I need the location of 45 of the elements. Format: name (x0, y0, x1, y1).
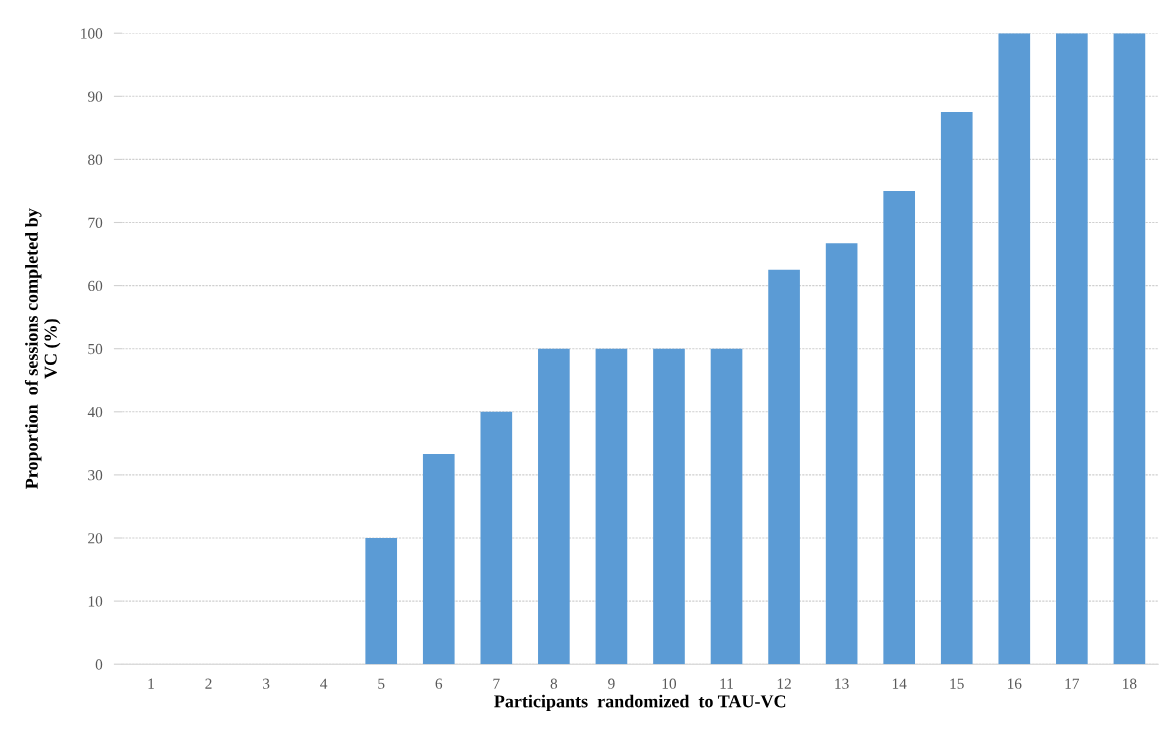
y-tick-label: 90 (87, 91, 103, 102)
x-tick-label: 16 (1008, 678, 1022, 689)
x-tick-label: 18 (1123, 678, 1137, 689)
bar (480, 411, 513, 665)
bar (998, 33, 1031, 665)
x-tick-label: 9 (608, 678, 615, 689)
y-tick-label: 10 (88, 596, 103, 607)
bar (422, 454, 455, 665)
bar (653, 348, 685, 665)
bar (710, 348, 743, 665)
bar (365, 538, 398, 665)
bar (825, 243, 858, 665)
x-axis-title: Participants randomized to TAU-VC (494, 694, 786, 712)
y-tick-label: 100 (81, 28, 103, 39)
y-tick-label: 40 (87, 406, 103, 418)
y-tick-label: 0 (95, 659, 103, 670)
y-tick-label: 30 (88, 470, 103, 481)
bar (883, 190, 916, 665)
x-tick-label: 3 (263, 678, 270, 689)
x-tick-label: 1 (148, 678, 154, 689)
bar (1113, 33, 1146, 665)
bar (1056, 33, 1088, 665)
bar (538, 348, 570, 665)
x-tick-label: 10 (662, 678, 677, 689)
bar (940, 112, 973, 665)
x-tick-label: 8 (550, 678, 558, 689)
y-tick-label: 20 (88, 533, 103, 544)
x-tick-label: 11 (720, 678, 733, 689)
y-tick-label: 50 (88, 343, 103, 355)
bar (768, 269, 800, 665)
x-tick-label: 13 (835, 678, 849, 689)
x-tick-label: 14 (892, 678, 907, 689)
x-tick-label: 4 (320, 678, 328, 689)
x-tick-label: 2 (205, 678, 212, 689)
y-tick-label: 70 (88, 217, 103, 228)
x-tick-label: 15 (950, 678, 964, 689)
x-tick-label: 6 (435, 678, 443, 689)
x-tick-label: 12 (777, 678, 791, 689)
x-tick-label: 5 (378, 678, 385, 689)
x-tick-label: 7 (493, 678, 500, 689)
y-axis-title: Proportion of sessions completed by VC (%) (24, 208, 61, 489)
x-tick-label: 17 (1065, 678, 1080, 689)
y-tick-label: 60 (88, 280, 103, 292)
y-tick-label: 80 (88, 154, 103, 165)
bar (595, 348, 628, 665)
